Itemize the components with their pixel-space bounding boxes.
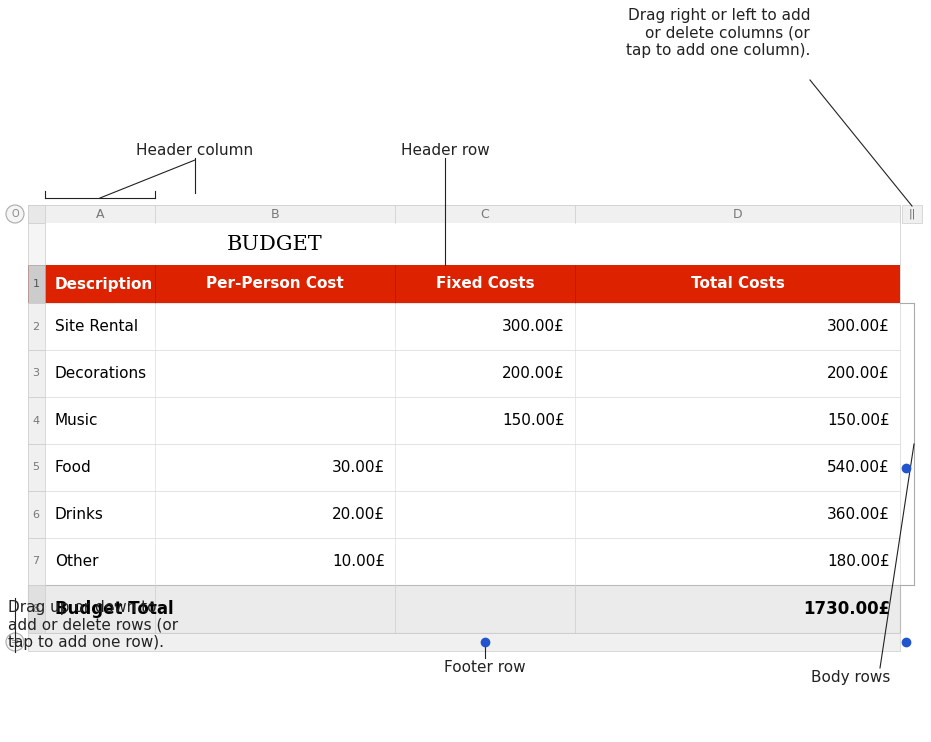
- Bar: [28, 491, 45, 538]
- Text: 6: 6: [33, 510, 39, 519]
- Text: A: A: [96, 208, 104, 220]
- Text: 200.00£: 200.00£: [828, 366, 890, 381]
- Bar: [28, 491, 900, 538]
- Bar: [28, 205, 45, 223]
- Text: Music: Music: [55, 413, 99, 428]
- Bar: [902, 205, 922, 223]
- Text: Drag right or left to add
or delete columns (or
tap to add one column).: Drag right or left to add or delete colu…: [626, 8, 810, 58]
- Bar: [28, 538, 45, 585]
- Bar: [28, 444, 900, 491]
- Text: =: =: [11, 637, 19, 647]
- Bar: [28, 223, 900, 265]
- Text: 20.00£: 20.00£: [331, 507, 385, 522]
- Bar: [28, 205, 900, 223]
- Text: 540.00£: 540.00£: [828, 460, 890, 475]
- Bar: [28, 303, 45, 350]
- Text: 30.00£: 30.00£: [331, 460, 385, 475]
- Text: 150.00£: 150.00£: [828, 413, 890, 428]
- Bar: [28, 397, 45, 444]
- Text: Body rows: Body rows: [811, 670, 890, 685]
- Text: 1: 1: [33, 279, 39, 289]
- Bar: [28, 397, 900, 444]
- Text: 300.00£: 300.00£: [502, 319, 565, 334]
- Bar: [28, 585, 45, 633]
- Bar: [28, 350, 45, 397]
- Text: 180.00£: 180.00£: [828, 554, 890, 569]
- Text: Per-Person Cost: Per-Person Cost: [206, 277, 344, 292]
- Text: Total Costs: Total Costs: [691, 277, 785, 292]
- Bar: [28, 633, 900, 651]
- Circle shape: [6, 633, 24, 651]
- Bar: [28, 265, 45, 303]
- Bar: [28, 585, 900, 633]
- Text: B: B: [271, 208, 279, 220]
- Text: Footer row: Footer row: [444, 660, 526, 675]
- Text: 4: 4: [33, 416, 39, 425]
- Text: Description: Description: [55, 277, 154, 292]
- Text: Site Rental: Site Rental: [55, 319, 138, 334]
- Text: D: D: [733, 208, 742, 220]
- Text: 300.00£: 300.00£: [827, 319, 890, 334]
- Text: 1730.00£: 1730.00£: [803, 600, 890, 618]
- Text: Drag up or down to
add or delete rows (or
tap to add one row).: Drag up or down to add or delete rows (o…: [8, 600, 178, 650]
- Text: Fixed Costs: Fixed Costs: [436, 277, 534, 292]
- Bar: [28, 538, 900, 585]
- Bar: [28, 265, 900, 303]
- Text: Other: Other: [55, 554, 99, 569]
- Text: Header row: Header row: [400, 143, 490, 158]
- Text: 7: 7: [33, 556, 39, 566]
- Text: Header column: Header column: [137, 143, 253, 158]
- Text: 5: 5: [33, 462, 39, 473]
- Bar: [28, 303, 900, 350]
- Text: 3: 3: [33, 369, 39, 378]
- Text: ||: ||: [909, 209, 915, 219]
- Bar: [28, 350, 900, 397]
- Text: Budget Total: Budget Total: [55, 600, 173, 618]
- Bar: [28, 205, 900, 633]
- Text: C: C: [480, 208, 490, 220]
- Circle shape: [6, 205, 24, 223]
- Bar: [28, 223, 45, 265]
- Text: BUDGET: BUDGET: [227, 234, 323, 254]
- Bar: [28, 444, 45, 491]
- Text: O: O: [11, 209, 19, 219]
- Text: 200.00£: 200.00£: [502, 366, 565, 381]
- Text: Drinks: Drinks: [55, 507, 104, 522]
- Text: 10.00£: 10.00£: [331, 554, 385, 569]
- Text: 8: 8: [33, 604, 39, 614]
- Text: 150.00£: 150.00£: [502, 413, 565, 428]
- Text: 360.00£: 360.00£: [827, 507, 890, 522]
- Text: Decorations: Decorations: [55, 366, 147, 381]
- Text: Food: Food: [55, 460, 92, 475]
- Text: 2: 2: [33, 321, 39, 332]
